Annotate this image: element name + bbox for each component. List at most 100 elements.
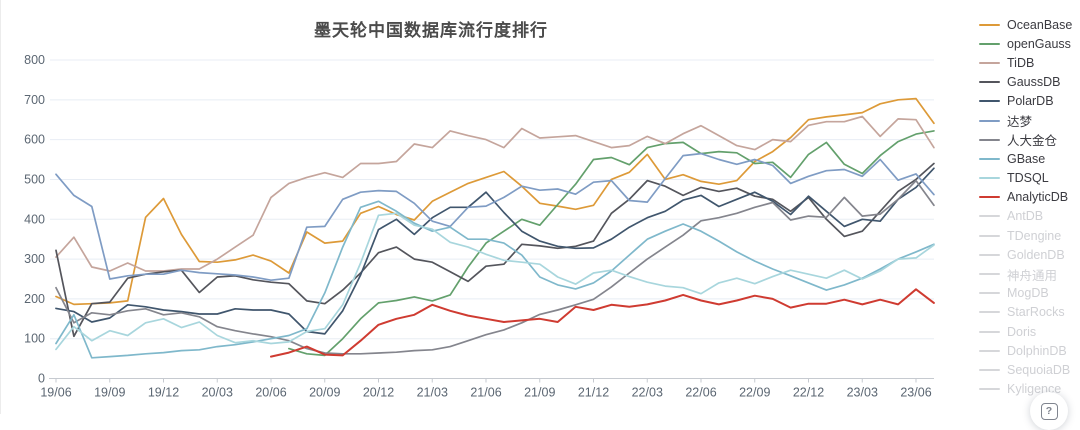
- legend-swatch: [979, 81, 1000, 84]
- legend-swatch: [979, 61, 1000, 64]
- legend-swatch: [979, 388, 1000, 391]
- svg-text:20/06: 20/06: [255, 386, 286, 400]
- svg-text:21/06: 21/06: [470, 386, 501, 400]
- question-mark-icon: ?: [1040, 402, 1058, 420]
- legend-label: GBase: [1007, 151, 1046, 166]
- svg-text:23/06: 23/06: [900, 386, 931, 400]
- legend-swatch: [979, 215, 1000, 218]
- legend-item-AnalyticDB[interactable]: AnalyticDB: [979, 188, 1079, 207]
- legend-label: AntDB: [1007, 209, 1044, 224]
- legend-item-Doris[interactable]: Doris: [979, 322, 1079, 341]
- svg-text:200: 200: [24, 292, 45, 306]
- legend-label: 达梦: [1007, 115, 1033, 130]
- legend-item-TDSQL[interactable]: TDSQL: [979, 169, 1079, 188]
- legend-label: DolphinDB: [1007, 343, 1067, 358]
- legend-swatch: [979, 119, 1000, 122]
- legend-item-TDengine[interactable]: TDengine: [979, 226, 1079, 245]
- svg-text:19/12: 19/12: [148, 386, 179, 400]
- svg-text:0: 0: [38, 372, 45, 386]
- legend-item-神舟通用[interactable]: 神舟通用: [979, 264, 1079, 283]
- legend-item-GaussDB[interactable]: GaussDB: [979, 73, 1079, 92]
- help-button[interactable]: ?: [1030, 392, 1068, 430]
- legend-swatch: [979, 196, 1000, 199]
- svg-text:22/12: 22/12: [793, 386, 824, 400]
- page-title: 墨天轮中国数据库流行度排行: [314, 21, 548, 40]
- legend-label: PolarDB: [1007, 94, 1054, 109]
- series-line-OceanBase: [55, 97, 935, 306]
- svg-text:21/12: 21/12: [578, 386, 609, 400]
- legend-swatch: [979, 349, 1000, 352]
- legend-item-SequoiaDB[interactable]: SequoiaDB: [979, 360, 1079, 379]
- legend-item-GBase[interactable]: GBase: [979, 149, 1079, 168]
- legend-swatch: [979, 157, 1000, 160]
- svg-text:500: 500: [24, 172, 45, 186]
- series-line-GBase: [55, 200, 935, 359]
- legend-label: OceanBase: [1007, 17, 1073, 32]
- series-line-达梦: [55, 152, 935, 282]
- legend-swatch: [979, 177, 1000, 180]
- legend-item-GoldenDB[interactable]: GoldenDB: [979, 245, 1079, 264]
- legend-swatch: [979, 23, 1000, 26]
- legend-item-MogDB[interactable]: MogDB: [979, 284, 1079, 303]
- series-line-AnalyticDB: [270, 288, 935, 358]
- svg-text:20/12: 20/12: [363, 386, 394, 400]
- svg-text:22/06: 22/06: [685, 386, 716, 400]
- series-line-人大金仓: [55, 179, 935, 355]
- legend-label: TDSQL: [1007, 171, 1049, 186]
- legend-swatch: [979, 273, 1000, 276]
- legend-swatch: [979, 100, 1000, 103]
- svg-text:19/06: 19/06: [40, 386, 71, 400]
- legend-item-Kyligence[interactable]: Kyligence: [979, 380, 1079, 399]
- legend-label: 神舟通用: [1007, 268, 1058, 283]
- svg-text:22/03: 22/03: [632, 386, 663, 400]
- svg-text:21/03: 21/03: [417, 386, 448, 400]
- legend-item-达梦[interactable]: 达梦: [979, 111, 1079, 130]
- series-line-PolarDB: [55, 167, 935, 335]
- legend-label: openGauss: [1007, 36, 1071, 51]
- legend-label: Doris: [1007, 324, 1037, 339]
- legend-swatch: [979, 311, 1000, 314]
- legend-item-PolarDB[interactable]: PolarDB: [979, 92, 1079, 111]
- legend-swatch: [979, 234, 1000, 237]
- legend-swatch: [979, 138, 1000, 141]
- chart-page: { "title": "墨天轮中国数据库流行度排行", "help_button…: [0, 0, 1079, 420]
- legend-label: TiDB: [1007, 55, 1035, 70]
- svg-text:600: 600: [24, 133, 45, 147]
- legend-item-openGauss[interactable]: openGauss: [979, 34, 1079, 53]
- svg-text:700: 700: [24, 93, 45, 107]
- legend-swatch: [979, 292, 1000, 295]
- series-line-TiDB: [55, 115, 935, 272]
- svg-text:300: 300: [24, 252, 45, 266]
- legend-item-TiDB[interactable]: TiDB: [979, 53, 1079, 72]
- svg-text:800: 800: [24, 53, 45, 67]
- series-line-openGauss: [288, 130, 935, 357]
- svg-text:21/09: 21/09: [524, 386, 555, 400]
- legend-item-StarRocks[interactable]: StarRocks: [979, 303, 1079, 322]
- series-line-GaussDB: [55, 162, 935, 338]
- legend-label: SequoiaDB: [1007, 362, 1071, 377]
- svg-text:22/09: 22/09: [739, 386, 770, 400]
- svg-text:20/09: 20/09: [309, 386, 340, 400]
- legend-label: GaussDB: [1007, 75, 1061, 90]
- legend-swatch: [979, 253, 1000, 256]
- legend-label: TDengine: [1007, 228, 1062, 243]
- svg-text:100: 100: [24, 332, 45, 346]
- legend-swatch: [979, 42, 1000, 45]
- svg-text:23/03: 23/03: [847, 386, 878, 400]
- chart-legend: OceanBase openGauss TiDB GaussDB PolarDB 达梦人大…: [979, 15, 1079, 399]
- legend-label: StarRocks: [1007, 305, 1065, 320]
- legend-label: 人大金仓: [1007, 134, 1058, 149]
- legend-swatch: [979, 330, 1000, 333]
- legend-item-OceanBase[interactable]: OceanBase: [979, 15, 1079, 34]
- series-line-TDSQL: [55, 212, 935, 351]
- svg-text:20/03: 20/03: [202, 386, 233, 400]
- legend-item-人大金仓[interactable]: 人大金仓: [979, 130, 1079, 149]
- legend-label: MogDB: [1007, 286, 1049, 301]
- svg-text:400: 400: [24, 212, 45, 226]
- legend-swatch: [979, 368, 1000, 371]
- line-chart-canvas: 0 100 200 300 400 500 600 700 800 19/06 19/09 19/12…: [24, 53, 935, 400]
- legend-label: AnalyticDB: [1007, 190, 1069, 205]
- svg-text:19/09: 19/09: [94, 386, 125, 400]
- legend-item-AntDB[interactable]: AntDB: [979, 207, 1079, 226]
- legend-item-DolphinDB[interactable]: DolphinDB: [979, 341, 1079, 360]
